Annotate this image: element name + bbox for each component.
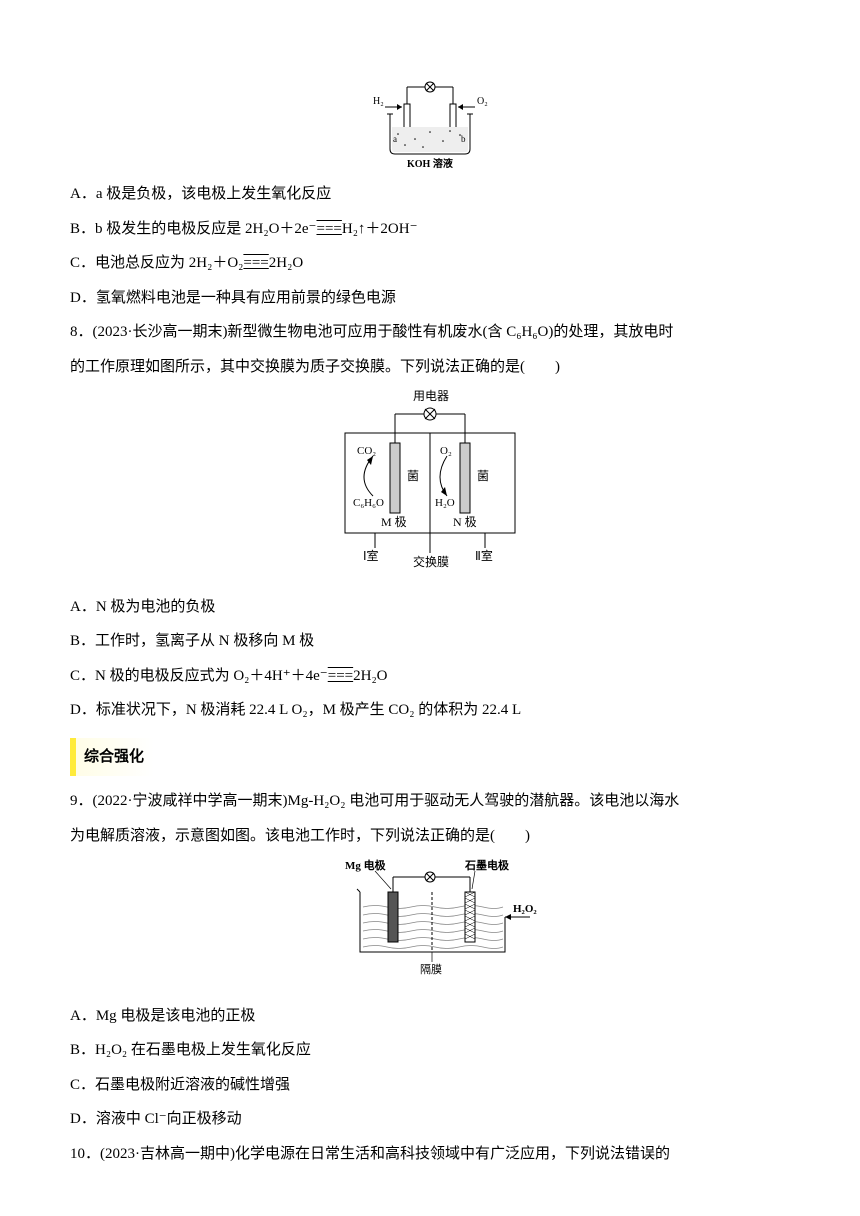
svg-text:N 极: N 极: [453, 515, 477, 529]
q9-opt-a: A．Mg 电极是该电池的正极: [70, 999, 790, 1034]
q9-opt-d: D．溶液中 Cl⁻向正极移动: [70, 1102, 790, 1137]
fig1-o2-label: O₂: [477, 96, 488, 107]
fig2-top-label: 用电器: [413, 389, 449, 403]
fig1-b-label: b: [461, 134, 466, 144]
svg-text:O₂: O₂: [440, 445, 452, 457]
fig1-h2-label: H₂: [373, 96, 384, 107]
svg-text:Ⅰ室: Ⅰ室: [363, 548, 379, 563]
q8-c-pre: C．N 极的电极反应式为 O₂＋4H⁺＋4e⁻: [70, 668, 328, 684]
q8-stem-line2: 的工作原理如图所示，其中交换膜为质子交换膜。下列说法正确的是( ): [70, 350, 790, 385]
figure-koh-cell: H₂ O₂ a b KOH 溶液: [70, 79, 790, 169]
svg-text:Mg 电极: Mg 电极: [345, 858, 387, 872]
q10-stem: 10．(2023·吉林高一期中)化学电源在日常生活和高科技领域中有广泛应用，下列…: [70, 1137, 790, 1172]
q-top-c-eq: ===: [243, 255, 268, 271]
svg-text:Ⅱ室: Ⅱ室: [475, 548, 493, 563]
q-top-opt-a: A．a 极是负极，该电极上发生氧化反应: [70, 177, 790, 212]
svg-text:菌: 菌: [477, 469, 489, 483]
q8-c-suf: 2H₂O: [353, 668, 387, 684]
q8-opt-d: D．标准状况下，N 极消耗 22.4 L O₂，M 极产生 CO₂ 的体积为 2…: [70, 693, 790, 728]
fig1-caption: KOH 溶液: [407, 157, 453, 169]
q-top-opt-c: C．电池总反应为 2H₂＋O₂===2H₂O: [70, 246, 790, 281]
q-top-b-pre: B．b 极发生的电极反应是 2H₂O＋2e⁻: [70, 221, 316, 237]
q-top-c-suf: 2H₂O: [269, 255, 303, 271]
figure-mg-h2o2-cell: Mg 电极 石墨电极: [70, 857, 790, 991]
svg-text:H₂O: H₂O: [435, 497, 455, 509]
q9-stem-line1: 9．(2022·宁波咸祥中学高一期末)Mg-H₂O₂ 电池可用于驱动无人驾驶的潜…: [70, 784, 790, 819]
svg-text:隔膜: 隔膜: [420, 963, 442, 976]
q-top-b-suf: H₂↑＋2OH⁻: [342, 221, 418, 237]
q9-stem-line2: 为电解质溶液，示意图如图。该电池工作时，下列说法正确的是( ): [70, 819, 790, 854]
q8-stem-line1: 8．(2023·长沙高一期末)新型微生物电池可应用于酸性有机废水(含 C₆H₆O…: [70, 315, 790, 350]
q8-opt-c: C．N 极的电极反应式为 O₂＋4H⁺＋4e⁻===2H₂O: [70, 659, 790, 694]
svg-text:H₂O₂: H₂O₂: [513, 903, 537, 915]
q8-opt-a: A．N 极为电池的负极: [70, 590, 790, 625]
svg-text:M 极: M 极: [381, 515, 407, 529]
section-header: 综合强化: [70, 738, 154, 777]
svg-text:C₆H₆O: C₆H₆O: [353, 497, 384, 509]
svg-text:石墨电极: 石墨电极: [464, 858, 510, 872]
q8-opt-b: B．工作时，氢离子从 N 极移向 M 极: [70, 624, 790, 659]
q8-c-eq: ===: [328, 668, 353, 684]
figure-microbial-cell: 用电器 CO₂ C₆H₆O O₂ H₂O: [70, 388, 790, 582]
q9-opt-b: B．H₂O₂ 在石墨电极上发生氧化反应: [70, 1033, 790, 1068]
q-top-b-eq: ===: [316, 221, 341, 237]
fig1-a-label: a: [393, 134, 397, 144]
q9-opt-c: C．石墨电极附近溶液的碱性增强: [70, 1068, 790, 1103]
svg-text:菌: 菌: [407, 469, 419, 483]
q-top-opt-b: B．b 极发生的电极反应是 2H₂O＋2e⁻===H₂↑＋2OH⁻: [70, 212, 790, 247]
q-top-opt-d: D．氢氧燃料电池是一种具有应用前景的绿色电源: [70, 281, 790, 316]
q-top-c-pre: C．电池总反应为 2H₂＋O₂: [70, 255, 243, 271]
svg-text:交换膜: 交换膜: [413, 554, 449, 568]
svg-text:CO₂: CO₂: [357, 445, 376, 457]
